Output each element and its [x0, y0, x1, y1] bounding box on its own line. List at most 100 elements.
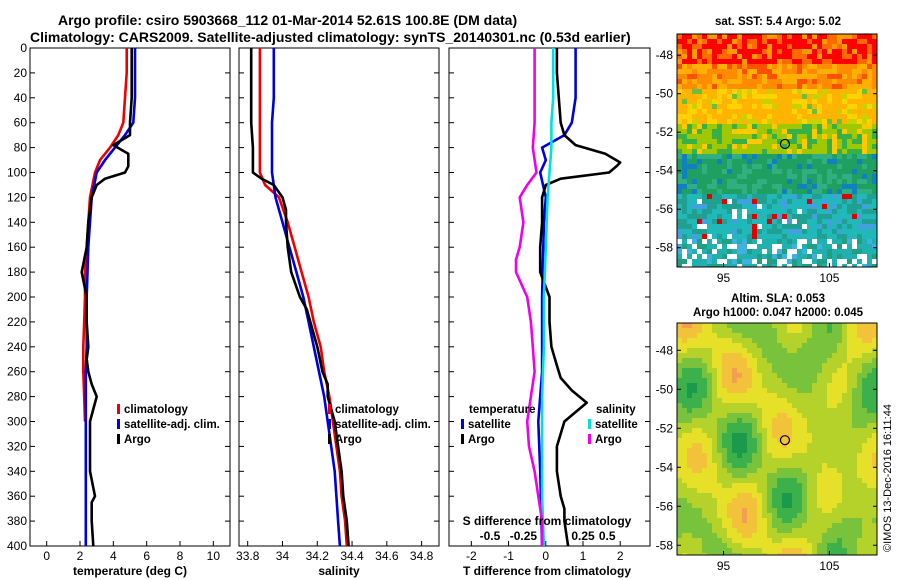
sst-cell	[772, 219, 777, 224]
sst-cell	[827, 159, 832, 164]
sst-cell	[832, 244, 837, 249]
sst-cell	[752, 189, 757, 194]
sst-cell	[752, 149, 757, 154]
sst-cell	[732, 74, 737, 79]
sst-cell	[827, 154, 832, 159]
sst-cell	[747, 129, 752, 134]
sst-cell	[702, 164, 707, 169]
sst-cell	[777, 144, 782, 149]
sla-cell	[807, 513, 812, 518]
sst-cell	[872, 124, 877, 129]
sla-cell	[677, 368, 682, 373]
sst-cell	[792, 54, 797, 59]
sla-cell	[792, 478, 797, 483]
sla-cell	[767, 448, 772, 453]
sla-cell	[852, 508, 857, 513]
sst-cell	[827, 239, 832, 244]
sst-cell	[692, 149, 697, 154]
sst-cell	[722, 204, 727, 209]
sla-cell	[747, 548, 752, 553]
sla-cell	[772, 548, 777, 553]
sst-cell	[707, 34, 712, 39]
sla-cell	[812, 448, 817, 453]
sla-cell	[837, 468, 842, 473]
sst-cell	[862, 199, 867, 204]
sst-cell	[762, 264, 767, 267]
sst-cell	[717, 84, 722, 89]
sla-cell	[817, 528, 822, 533]
sla-cell	[827, 428, 832, 433]
sla-cell	[862, 363, 867, 368]
sst-cell	[742, 49, 747, 54]
sla-cell	[727, 413, 732, 418]
sst-cell	[707, 79, 712, 84]
sst-cell	[822, 39, 827, 44]
sla-cell	[702, 543, 707, 548]
sst-cell	[807, 119, 812, 124]
sst-cell	[682, 224, 687, 229]
sst-cell	[832, 219, 837, 224]
sla-cell	[797, 468, 802, 473]
sla-cell	[697, 353, 702, 358]
sst-cell	[797, 214, 802, 219]
sst-cell	[767, 259, 772, 264]
sst-cell	[812, 174, 817, 179]
sst-cell	[752, 109, 757, 114]
sla-cell	[702, 363, 707, 368]
sst-cell	[832, 249, 837, 254]
sla-cell	[742, 498, 747, 503]
sst-cell	[762, 69, 767, 74]
sla-cell	[742, 478, 747, 483]
sla-cell	[742, 418, 747, 423]
sla-cell	[842, 418, 847, 423]
sst-cell	[692, 204, 697, 209]
sla-cell	[692, 518, 697, 523]
sst-cell	[767, 109, 772, 114]
sst-cell	[837, 239, 842, 244]
sla-cell	[772, 413, 777, 418]
sst-cell	[692, 114, 697, 119]
sst-cell	[787, 169, 792, 174]
sst-cell	[792, 204, 797, 209]
sla-cell	[757, 548, 762, 553]
sla-cell	[817, 368, 822, 373]
sla-cell	[792, 538, 797, 543]
sla-cell	[697, 543, 702, 548]
sla-cell	[797, 323, 802, 328]
sla-cell	[732, 528, 737, 533]
sst-cell	[772, 154, 777, 159]
sla-cell	[677, 403, 682, 408]
sst-cell	[817, 144, 822, 149]
sla-cell	[832, 528, 837, 533]
sst-cell	[717, 119, 722, 124]
sla-cell	[782, 358, 787, 363]
sst-cell	[867, 79, 872, 84]
sla-cell	[692, 328, 697, 333]
sst-cell	[767, 179, 772, 184]
sst-cell	[842, 59, 847, 64]
sst-cell	[817, 174, 822, 179]
sst-cell	[807, 194, 812, 199]
sst-cell	[732, 169, 737, 174]
sla-cell	[767, 368, 772, 373]
sst-cell	[752, 244, 757, 249]
sla-cell	[787, 398, 792, 403]
sla-cell	[737, 483, 742, 488]
sla-cell	[682, 508, 687, 513]
sst-cell	[867, 259, 872, 264]
sst-cell	[837, 59, 842, 64]
sst-cell	[867, 104, 872, 109]
sla-cell	[867, 358, 872, 363]
sst-cell	[817, 59, 822, 64]
sst-cell	[742, 134, 747, 139]
sla-cell	[847, 443, 852, 448]
sst-cell	[677, 44, 682, 49]
sst-cell	[787, 194, 792, 199]
sla-cell	[787, 523, 792, 528]
sla-cell	[782, 448, 787, 453]
sla-cell	[687, 333, 692, 338]
sst-cell	[737, 189, 742, 194]
sst-cell	[852, 154, 857, 159]
sla-cell	[857, 443, 862, 448]
sla-cell	[777, 443, 782, 448]
